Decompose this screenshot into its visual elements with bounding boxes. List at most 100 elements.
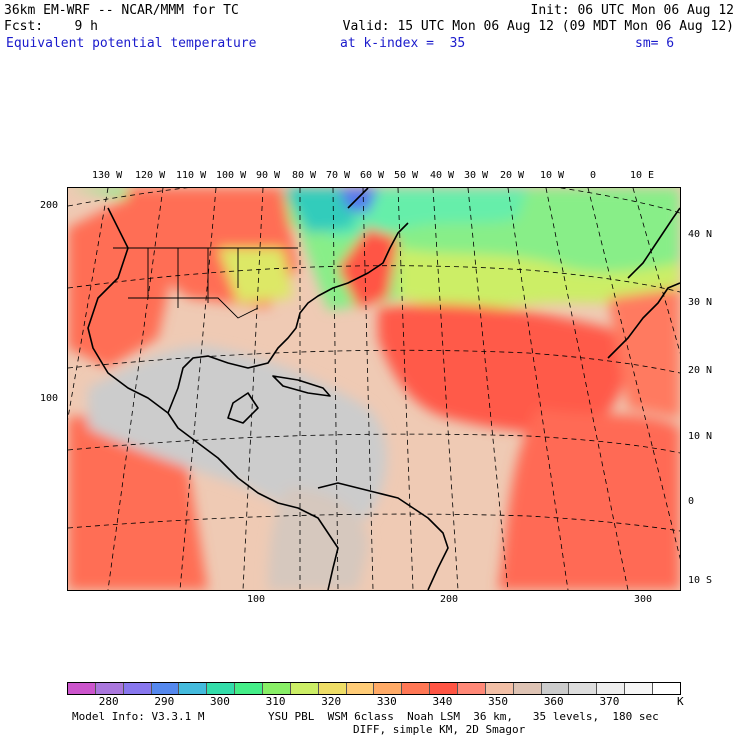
lon-line-20w bbox=[507, 188, 569, 590]
colorbar-tick-label: 310 bbox=[265, 695, 286, 708]
coast-gulf-east bbox=[167, 222, 409, 414]
field-yellow-band bbox=[398, 248, 680, 309]
field-grey-south bbox=[268, 488, 368, 590]
lon-label: 120 W bbox=[135, 170, 166, 181]
lon-label: 10 E bbox=[630, 170, 655, 181]
lon-label: 60 W bbox=[360, 170, 385, 181]
colorbar-tick-label: 330 bbox=[376, 695, 397, 708]
lon-label: 50 W bbox=[394, 170, 419, 181]
init-time: Init: 06 UTC Mon 06 Aug 12 bbox=[530, 3, 735, 18]
lon-line-110w bbox=[107, 188, 164, 590]
colorbar-segment bbox=[179, 683, 208, 694]
lon-label: 70 W bbox=[326, 170, 351, 181]
lon-line-100w bbox=[179, 188, 217, 590]
colorbar-tick-label: 300 bbox=[210, 695, 230, 708]
field-grey-gulf bbox=[88, 346, 387, 521]
coast-africa bbox=[607, 282, 680, 359]
theta-e-map bbox=[67, 187, 681, 591]
colorbar-tick-label: 350 bbox=[488, 695, 509, 708]
field-coolest-band bbox=[283, 188, 358, 233]
field-yellow-lakes bbox=[218, 248, 293, 303]
colorbar-segment bbox=[485, 683, 514, 694]
lat-label: 20 N bbox=[688, 365, 713, 376]
lon-label: 40 W bbox=[430, 170, 455, 181]
lon-label: 0 bbox=[590, 170, 597, 181]
field-cooler-band bbox=[328, 188, 528, 238]
lon-label: 110 W bbox=[176, 170, 207, 181]
lon-line-50w bbox=[397, 188, 414, 590]
lon-label: 130 W bbox=[92, 170, 123, 181]
lat-label: 40 N bbox=[688, 229, 713, 240]
field-warm-canada bbox=[338, 228, 398, 308]
lat-line-10 bbox=[68, 433, 680, 454]
colorbar bbox=[67, 682, 681, 695]
colorbar-segment bbox=[430, 683, 459, 694]
colorbar-segment bbox=[68, 683, 96, 694]
colorbar-segment bbox=[235, 683, 264, 694]
colorbar-segment bbox=[318, 683, 347, 694]
coast-west-america bbox=[87, 207, 339, 590]
colorbar-segment bbox=[290, 683, 319, 694]
field-cold-spot bbox=[338, 188, 378, 213]
lon-line-0 bbox=[587, 188, 680, 560]
field-layers bbox=[68, 188, 680, 590]
lon-label: 30 W bbox=[464, 170, 489, 181]
coast-south-america bbox=[317, 482, 449, 590]
colorbar-segment bbox=[263, 683, 291, 694]
colorbar-tick-label: 360 bbox=[543, 695, 564, 708]
lon-line-90w bbox=[242, 188, 264, 590]
borders bbox=[113, 247, 298, 319]
field-africa bbox=[608, 288, 680, 418]
field-atlantic-south bbox=[498, 408, 680, 590]
colorbar-segment bbox=[541, 683, 570, 694]
field-atlantic-warm bbox=[378, 304, 626, 433]
model-info: Model Info: V3.3.1 M bbox=[72, 710, 205, 723]
colorbar-segment bbox=[95, 683, 124, 694]
lon-line-30w bbox=[467, 188, 509, 590]
grid-left-label: 200 bbox=[40, 200, 59, 211]
border-us-mexico bbox=[128, 297, 259, 319]
colorbar-segment bbox=[653, 683, 680, 694]
colorbar-tick-label: 370 bbox=[599, 695, 620, 708]
coastlines bbox=[87, 188, 680, 590]
lat-line-20 bbox=[68, 349, 680, 374]
colorbar-segment bbox=[207, 683, 236, 694]
physics-info: YSU PBL WSM 6class Noah LSM 36 km, 35 le… bbox=[268, 710, 659, 723]
valid-time: Valid: 15 UTC Mon 06 Aug 12 (09 MDT Mon … bbox=[342, 19, 734, 34]
colorbar-segment bbox=[123, 683, 152, 694]
lon-label: 20 W bbox=[500, 170, 525, 181]
grid-bottom-label: 200 bbox=[440, 594, 459, 605]
lat-label: 30 N bbox=[688, 297, 713, 308]
colorbar-segment bbox=[346, 683, 375, 694]
lon-label: 80 W bbox=[292, 170, 317, 181]
colorbar-unit: K bbox=[677, 695, 684, 708]
lon-line-60w bbox=[362, 188, 374, 590]
colorbar-segment bbox=[458, 683, 486, 694]
lon-label: 100 W bbox=[216, 170, 247, 181]
lat-line-0 bbox=[68, 513, 680, 532]
coast-labrador bbox=[347, 188, 369, 209]
colorbar-segment bbox=[402, 683, 431, 694]
lat-label: 10 S bbox=[688, 575, 713, 586]
model-title: 36km EM-WRF -- NCAR/MMM for TC bbox=[4, 3, 239, 18]
colorbar-tick-label: 320 bbox=[321, 695, 342, 708]
colorbar-segment bbox=[513, 683, 542, 694]
lat-label: 10 N bbox=[688, 431, 713, 442]
field-warm-pacific bbox=[68, 198, 178, 368]
grid-left-label: 100 bbox=[40, 393, 59, 404]
colorbar-segment bbox=[569, 683, 598, 694]
smoothing: sm= 6 bbox=[635, 36, 675, 51]
colorbar-tick-label: 340 bbox=[432, 695, 453, 708]
colorbar-tick-label: 280 bbox=[98, 695, 119, 708]
lon-label: 10 W bbox=[540, 170, 565, 181]
colorbar-segment bbox=[597, 683, 626, 694]
lat-label: 0 bbox=[688, 496, 695, 507]
coast-cuba bbox=[272, 375, 331, 397]
state-lines bbox=[147, 248, 239, 308]
diffusion-info: DIFF, simple KM, 2D Smagor bbox=[353, 723, 526, 736]
grid-bottom-label: 300 bbox=[634, 594, 653, 605]
lon-label: 90 W bbox=[256, 170, 281, 181]
forecast-hour: Fcst: 9 h bbox=[4, 19, 98, 34]
coast-yucatan bbox=[227, 392, 259, 424]
lon-line-40w bbox=[432, 188, 459, 590]
